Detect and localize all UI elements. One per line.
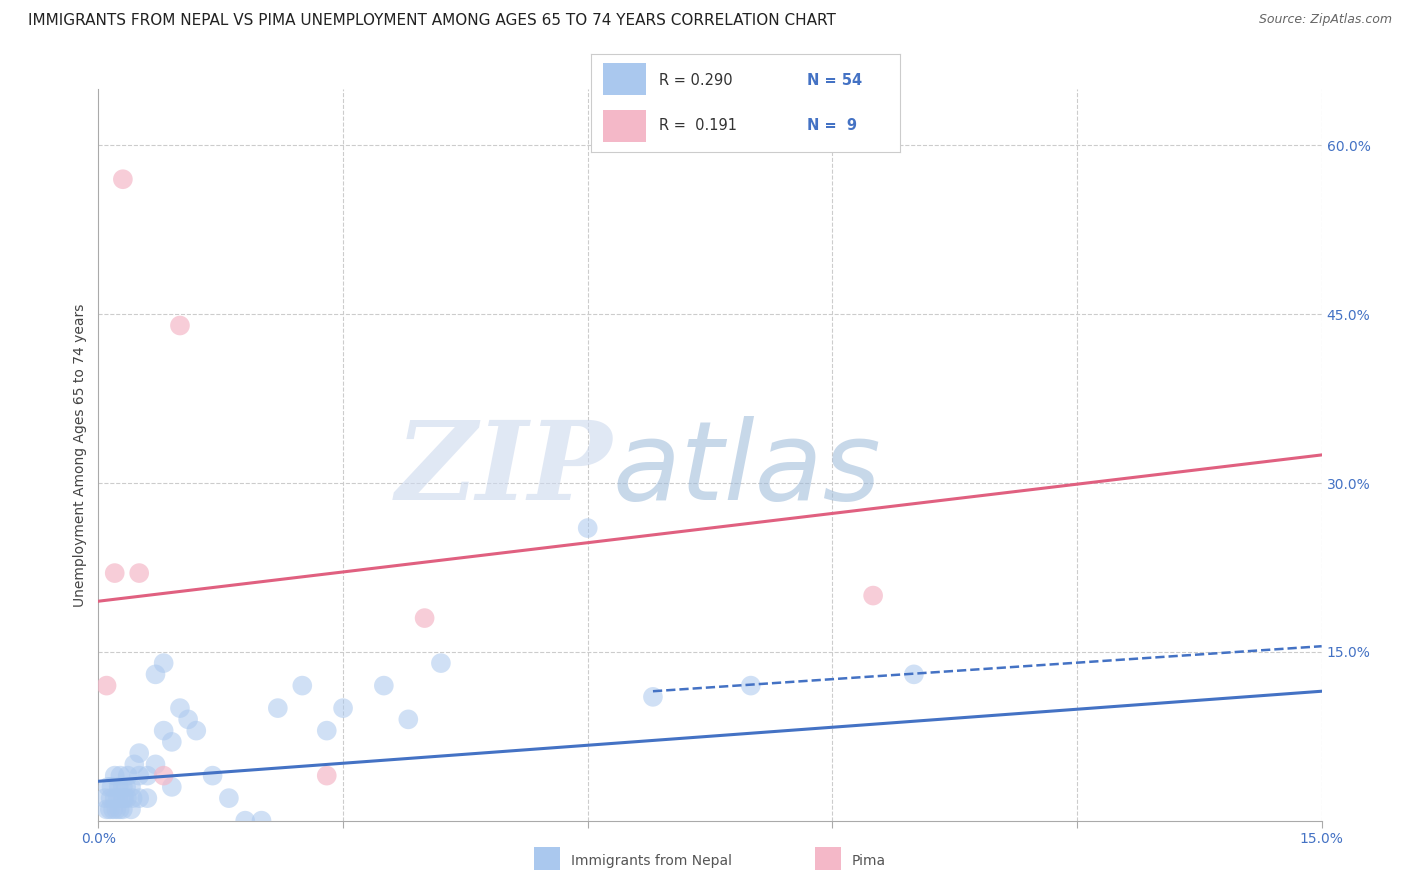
Point xyxy=(96,679,118,693)
Bar xyxy=(603,111,647,142)
Text: N = 54: N = 54 xyxy=(807,72,862,87)
Point xyxy=(177,712,200,726)
Text: IMMIGRANTS FROM NEPAL VS PIMA UNEMPLOYMENT AMONG AGES 65 TO 74 YEARS CORRELATION: IMMIGRANTS FROM NEPAL VS PIMA UNEMPLOYME… xyxy=(28,13,837,29)
Point xyxy=(111,780,134,794)
Point xyxy=(152,769,174,783)
Point xyxy=(108,802,131,816)
Text: R =  0.191: R = 0.191 xyxy=(658,118,737,133)
Point xyxy=(115,791,138,805)
Point xyxy=(128,791,150,805)
Point xyxy=(100,791,122,805)
Point xyxy=(291,679,314,693)
Point xyxy=(121,791,143,805)
Point xyxy=(267,701,290,715)
Point xyxy=(100,780,122,794)
Point xyxy=(105,802,128,816)
Point xyxy=(128,769,150,783)
Point xyxy=(107,791,129,805)
Point xyxy=(120,802,142,816)
Point xyxy=(250,814,273,828)
Point xyxy=(413,611,436,625)
Point xyxy=(641,690,664,704)
Text: Source: ZipAtlas.com: Source: ZipAtlas.com xyxy=(1258,13,1392,27)
Point xyxy=(117,769,139,783)
Point xyxy=(233,814,256,828)
Point xyxy=(373,679,395,693)
Point xyxy=(152,656,174,670)
Point xyxy=(101,802,124,816)
Point xyxy=(136,769,159,783)
Text: N =  9: N = 9 xyxy=(807,118,858,133)
Point xyxy=(111,172,134,186)
Point xyxy=(169,318,191,333)
Point xyxy=(115,780,138,794)
Point xyxy=(430,656,453,670)
Point xyxy=(862,589,884,603)
Point xyxy=(315,769,337,783)
Point xyxy=(97,780,120,794)
Point xyxy=(104,791,127,805)
Point xyxy=(104,566,127,580)
Point xyxy=(903,667,925,681)
Bar xyxy=(603,63,647,95)
Point xyxy=(120,780,142,794)
Point xyxy=(315,723,337,738)
Point xyxy=(110,769,132,783)
Point xyxy=(98,802,121,816)
Text: R = 0.290: R = 0.290 xyxy=(658,72,733,87)
Point xyxy=(94,791,117,805)
Point xyxy=(201,769,224,783)
Point xyxy=(124,757,146,772)
Point xyxy=(108,780,131,794)
Point xyxy=(111,802,134,816)
Point xyxy=(145,757,167,772)
Text: Pima: Pima xyxy=(852,854,886,868)
Point xyxy=(160,735,183,749)
Point xyxy=(160,780,183,794)
Point xyxy=(104,769,127,783)
Point xyxy=(169,701,191,715)
Point xyxy=(740,679,762,693)
Y-axis label: Unemployment Among Ages 65 to 74 years: Unemployment Among Ages 65 to 74 years xyxy=(73,303,87,607)
Point xyxy=(114,791,136,805)
Point xyxy=(332,701,354,715)
Point xyxy=(218,791,240,805)
Point xyxy=(152,723,174,738)
Point xyxy=(96,802,118,816)
Point xyxy=(145,667,167,681)
Text: Immigrants from Nepal: Immigrants from Nepal xyxy=(571,854,733,868)
Point xyxy=(186,723,208,738)
Point xyxy=(111,791,134,805)
Point xyxy=(576,521,599,535)
Text: ZIP: ZIP xyxy=(395,416,612,524)
Point xyxy=(128,566,150,580)
Point xyxy=(128,746,150,760)
Text: atlas: atlas xyxy=(612,416,880,523)
Point xyxy=(136,791,159,805)
Point xyxy=(396,712,419,726)
